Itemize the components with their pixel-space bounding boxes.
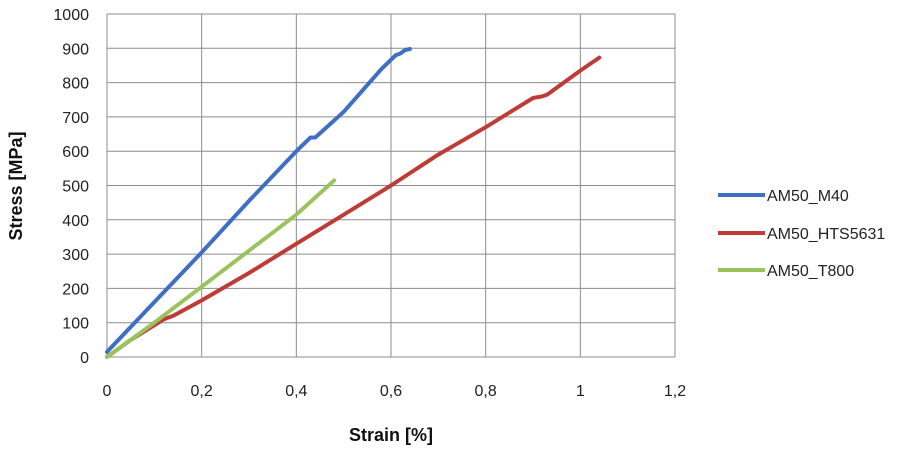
y-tick-label: 900 [62,41,89,58]
x-tick-label: 0,8 [475,383,497,400]
x-axis-title: Strain [%] [349,425,433,445]
x-axis-ticks: 0 0,2 0,4 0,6 0,8 1 1,2 [103,383,687,400]
y-tick-label: 1000 [53,7,89,24]
y-axis-ticks: 0 100 200 300 400 500 600 700 800 900 1000 [53,7,89,367]
y-tick-label: 0 [80,350,89,367]
y-tick-label: 700 [62,110,89,127]
legend: AM50_M40 AM50_HTS5631 AM50_T800 [718,188,885,280]
y-tick-label: 300 [62,247,89,264]
y-tick-label: 500 [62,179,89,196]
series-line-am50-m40 [105,47,412,354]
y-tick-label: 800 [62,76,89,93]
series-line-am50-t800 [105,178,337,359]
legend-label-am50-m40: AM50_M40 [767,188,849,205]
x-tick-label: 1,2 [664,383,686,400]
x-tick-label: 0,2 [191,383,213,400]
y-tick-label: 400 [62,213,89,230]
x-tick-label: 0,6 [380,383,402,400]
legend-label-am50-t800: AM50_T800 [767,263,854,280]
series-line-am50-hts5631 [105,55,602,359]
y-tick-label: 100 [62,316,89,333]
y-axis-title: Stress [MPa] [6,131,26,240]
x-tick-label: 0 [103,383,112,400]
x-tick-label: 1 [576,383,585,400]
series-group [105,47,602,359]
legend-label-am50-hts5631: AM50_HTS5631 [767,226,885,243]
y-tick-label: 600 [62,144,89,161]
y-tick-label: 200 [62,281,89,298]
x-tick-label: 0,4 [285,383,307,400]
